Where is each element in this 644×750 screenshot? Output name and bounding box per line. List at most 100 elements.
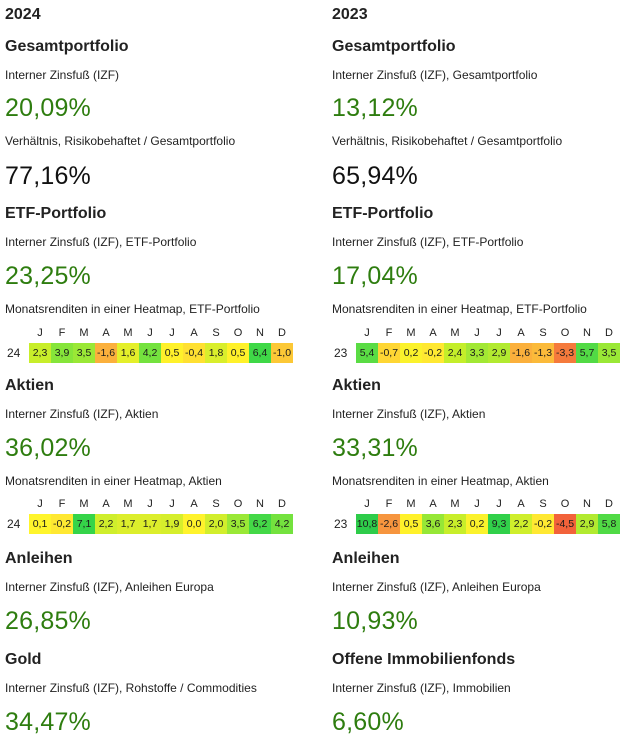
heatmap-cell: 3,5: [227, 514, 249, 534]
heatmap-cell: 9,3: [488, 514, 510, 534]
heatmap-month-label: D: [278, 327, 286, 339]
heatmap-cell: -0,4: [183, 343, 205, 363]
etf-irr-label: Interner Zinsfuß (IZF), ETF-Portfolio: [5, 235, 197, 249]
section-title-aktien: Aktien: [5, 377, 54, 394]
heatmap-month-label: M: [450, 498, 460, 510]
heatmap-month-label: N: [256, 327, 264, 339]
heatmap-month-label: M: [450, 327, 460, 339]
section-title-etf-portfolio: ETF-Portfolio: [5, 205, 107, 222]
gesamtportfolio-ratio-label: Verhältnis, Risikobehaftet / Gesamtportf…: [332, 134, 563, 148]
section-title-anleihen: Anleihen: [5, 550, 73, 567]
heatmap-cell: 5,4: [356, 343, 378, 363]
heatmap-month-label: A: [517, 498, 525, 510]
heatmap-month-label: M: [406, 327, 416, 339]
heatmap-month-label: J: [474, 327, 480, 339]
heatmap-month-label: F: [58, 498, 66, 510]
heatmap-month-label: D: [605, 327, 613, 339]
heatmap-cell: 2,3: [29, 343, 51, 363]
section-title-offene-immobilienfonds: Offene Immobilienfonds: [332, 651, 516, 668]
heatmap-cell: 3,9: [51, 343, 73, 363]
year-heading: 2023: [332, 6, 368, 23]
heatmap-cell: 0,5: [227, 343, 249, 363]
heatmap-cell: 1,9: [161, 514, 183, 534]
heatmap-cell: 3,5: [73, 343, 95, 363]
section-title-gold: Gold: [5, 651, 42, 668]
heatmap-month-label: N: [256, 498, 264, 510]
heatmap-month-label: A: [190, 498, 198, 510]
gold-irr-label: Interner Zinsfuß (IZF), Rohstoffe / Comm…: [5, 681, 257, 695]
heatmap-cell: -0,2: [532, 514, 554, 534]
section-title-gesamtportfolio: Gesamtportfolio: [332, 38, 456, 55]
aktien-irr-label: Interner Zinsfuß (IZF), Aktien: [332, 407, 486, 421]
gesamtportfolio-irr-label: Interner Zinsfuß (IZF): [5, 68, 120, 82]
heatmap-cell: 4,2: [271, 514, 293, 534]
heatmap-cell: 3,5: [598, 343, 620, 363]
heatmap-month-label: J: [147, 327, 153, 339]
heatmap-cell: 1,7: [117, 514, 139, 534]
etf-heatmap-label: Monatsrenditen in einer Heatmap, ETF-Por…: [5, 302, 260, 316]
gesamtportfolio-irr-label: Interner Zinsfuß (IZF), Gesamtportfolio: [332, 68, 538, 82]
section-title-aktien: Aktien: [332, 377, 381, 394]
gesamtportfolio-ratio-value: 77,16%: [5, 162, 91, 190]
heatmap-month-label: A: [429, 327, 437, 339]
heatmap-cell: -0,2: [51, 514, 73, 534]
heatmap-cell: 2,3: [444, 514, 466, 534]
heatmap-cell: -4,5: [554, 514, 576, 534]
heatmap-month-label: A: [429, 498, 437, 510]
heatmap-month-label: J: [147, 498, 153, 510]
gesamtportfolio-ratio-value: 65,94%: [332, 162, 418, 190]
heatmap-month-label: J: [496, 327, 502, 339]
heatmap-month-label: F: [385, 327, 393, 339]
heatmap-month-label: N: [583, 327, 591, 339]
aktien-heatmap-label: Monatsrenditen in einer Heatmap, Aktien: [5, 474, 222, 488]
heatmap-cell: -1,3: [532, 343, 554, 363]
anleihen-irr-label: Interner Zinsfuß (IZF), Anleihen Europa: [5, 580, 214, 594]
heatmap-month-label: D: [605, 498, 613, 510]
heatmap-cell: 2,2: [95, 514, 117, 534]
heatmap-cell: 5,7: [576, 343, 598, 363]
heatmap-cell: 10,8: [356, 514, 378, 534]
immobilien-irr-value: 6,60%: [332, 708, 404, 736]
heatmap-year-label: 23: [334, 517, 348, 531]
heatmap-month-label: O: [233, 327, 243, 339]
heatmap-cell: 0,1: [29, 514, 51, 534]
etf-irr-value: 23,25%: [5, 262, 91, 290]
heatmap-cell: -0,7: [378, 343, 400, 363]
heatmap-month-label: N: [583, 498, 591, 510]
heatmap-month-label: D: [278, 498, 286, 510]
heatmap-cell: 0,2: [400, 343, 422, 363]
etf-irr-value: 17,04%: [332, 262, 418, 290]
heatmap-month-label: O: [560, 327, 570, 339]
heatmap-month-label: M: [406, 498, 416, 510]
heatmap-month-label: O: [560, 498, 570, 510]
aktien-irr-value: 36,02%: [5, 434, 91, 462]
heatmap-cell: 3,3: [466, 343, 488, 363]
year-heading: 2024: [5, 6, 41, 23]
gesamtportfolio-irr-value: 20,09%: [5, 94, 91, 122]
heatmap-cell: 0,5: [161, 343, 183, 363]
heatmap-month-label: J: [474, 498, 480, 510]
heatmap-year-label: 24: [7, 346, 21, 360]
heatmap-cell: 2,4: [444, 343, 466, 363]
etf-irr-label: Interner Zinsfuß (IZF), ETF-Portfolio: [332, 235, 524, 249]
gesamtportfolio-ratio-label: Verhältnis, Risikobehaftet / Gesamtportf…: [5, 134, 236, 148]
heatmap-month-label: A: [102, 327, 110, 339]
etf-heatmap-label: Monatsrenditen in einer Heatmap, ETF-Por…: [332, 302, 587, 316]
heatmap-cell: 2,0: [205, 514, 227, 534]
heatmap-cell: 1,6: [117, 343, 139, 363]
heatmap-month-label: M: [79, 327, 89, 339]
heatmap-month-label: J: [169, 327, 175, 339]
anleihen-irr-label: Interner Zinsfuß (IZF), Anleihen Europa: [332, 580, 541, 594]
heatmap-year-label: 23: [334, 346, 348, 360]
heatmap-cell: 0,5: [400, 514, 422, 534]
section-title-anleihen: Anleihen: [332, 550, 400, 567]
heatmap-cell: -1,6: [95, 343, 117, 363]
heatmap-month-label: M: [123, 327, 133, 339]
immobilien-irr-label: Interner Zinsfuß (IZF), Immobilien: [332, 681, 511, 695]
heatmap-cell: 1,7: [139, 514, 161, 534]
heatmap-month-label: S: [539, 327, 547, 339]
heatmap-month-label: F: [385, 498, 393, 510]
heatmap-cell: 2,9: [488, 343, 510, 363]
heatmap-month-label: F: [58, 327, 66, 339]
heatmap-year-label: 24: [7, 517, 21, 531]
